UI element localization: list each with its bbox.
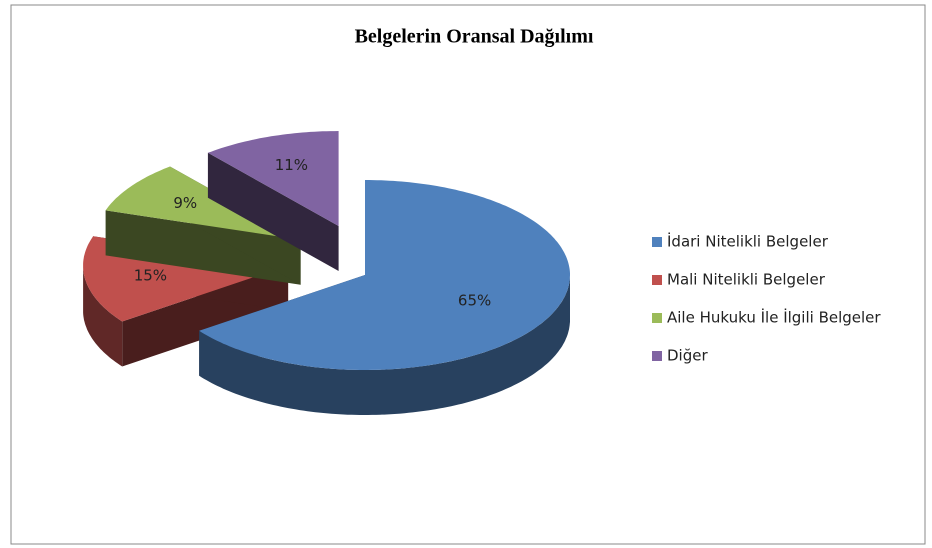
- legend-swatch: [652, 313, 662, 323]
- legend-label: İdari Nitelikli Belgeler: [667, 232, 829, 251]
- data-label: 65%: [458, 291, 491, 309]
- slice-side: [207, 152, 339, 271]
- slice-side: [105, 210, 301, 285]
- slice-wall: [199, 275, 570, 415]
- slice: [207, 131, 339, 226]
- slice: [199, 180, 570, 370]
- legend-label: Mali Nitelikli Belgeler: [667, 271, 826, 289]
- legend-swatch: [652, 351, 662, 361]
- legend-swatch: [652, 237, 662, 247]
- legend-label: Diğer: [667, 347, 708, 365]
- chart-title: Belgelerin Oransal Dağılımı: [355, 26, 594, 48]
- slice-wall: [83, 265, 123, 367]
- data-label: 11%: [275, 156, 308, 174]
- legend-swatch: [652, 275, 662, 285]
- data-label: 9%: [173, 194, 197, 212]
- legend-label: Aile Hukuku İle İlgili Belgeler: [667, 308, 881, 327]
- data-label: 15%: [134, 266, 167, 284]
